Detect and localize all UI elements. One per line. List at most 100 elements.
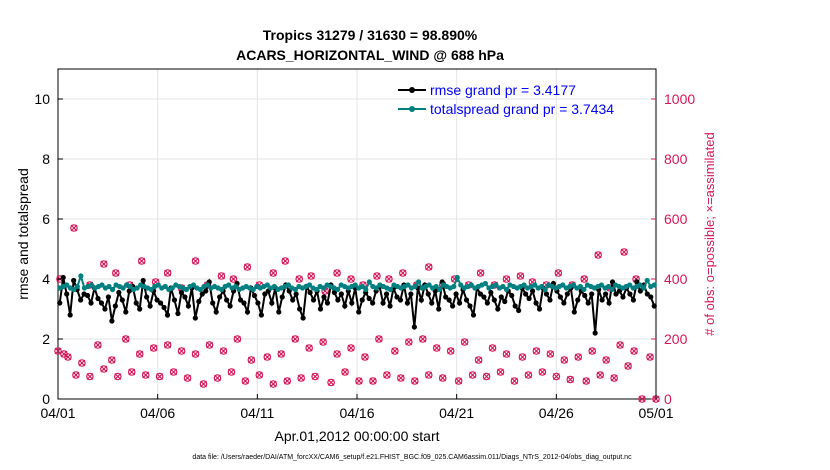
- obs-assimilated-marker: [532, 347, 540, 355]
- spread-point: [493, 282, 499, 288]
- spread-point: [64, 282, 70, 288]
- obs-assimilated-marker: [399, 269, 407, 277]
- obs-assimilated-marker: [200, 380, 207, 388]
- obs-possible-marker: [488, 344, 497, 352]
- obs-assimilated-marker: [347, 275, 355, 283]
- rmse-point: [116, 289, 122, 296]
- obs-possible-marker: [219, 347, 228, 355]
- rmse-point: [297, 306, 303, 312]
- rmse-point: [599, 297, 605, 303]
- obs-point: [347, 275, 355, 283]
- spread-point: [190, 282, 197, 288]
- rmse-point: [467, 303, 473, 309]
- obs-possible-marker: [552, 372, 561, 381]
- obs-point: [269, 380, 278, 388]
- obs-assimilated-marker: [297, 374, 305, 382]
- obs-point: [281, 257, 290, 265]
- obs-assimilated-marker: [60, 350, 68, 358]
- obs-point: [243, 263, 252, 271]
- obs-assimilated-marker: [218, 272, 225, 280]
- spread-point: [482, 280, 488, 287]
- obs-point: [546, 350, 555, 358]
- obs-possible-marker: [566, 375, 575, 384]
- x-tick-label: 04/21: [439, 405, 474, 421]
- obs-possible-marker: [163, 341, 172, 349]
- obs-possible-marker: [127, 368, 136, 376]
- obs-point: [233, 335, 242, 343]
- rmse-point: [213, 309, 219, 315]
- obs-assimilated-marker: [503, 350, 510, 358]
- rmse-point: [105, 294, 112, 300]
- rmse-point: [98, 300, 105, 306]
- obs-point: [361, 353, 369, 361]
- rmse-point: [175, 310, 181, 317]
- obs-assimilated-marker: [277, 350, 285, 358]
- obs-assimilated-marker: [295, 275, 303, 283]
- obs-possible-marker: [391, 347, 399, 355]
- rmse-point: [321, 294, 327, 300]
- spread-point: [503, 286, 510, 293]
- obs-point: [446, 347, 455, 355]
- x-tick-label: 04/01: [40, 405, 75, 421]
- obs-point: [114, 372, 122, 381]
- obs-assimilated-marker: [233, 335, 241, 343]
- obs-assimilated-marker: [461, 338, 469, 346]
- obs-point: [397, 374, 405, 382]
- legend-label-spread: totalspread grand pr = 3.7434: [430, 101, 614, 117]
- obs-possible-marker: [624, 362, 632, 370]
- rmse-point: [244, 309, 251, 315]
- rmse-point: [502, 298, 508, 305]
- obs-assimilated-marker: [206, 341, 213, 349]
- obs-point: [121, 335, 130, 343]
- obs-point: [418, 335, 427, 343]
- obs-point: [112, 269, 120, 277]
- obs-possible-marker: [149, 344, 158, 352]
- obs-point: [295, 275, 303, 283]
- spread-point: [570, 282, 576, 288]
- obs-point: [213, 374, 222, 382]
- obs-possible-marker: [424, 263, 433, 271]
- obs-assimilated-marker: [405, 338, 413, 346]
- rmse-point: [137, 306, 143, 312]
- spread-point: [359, 283, 365, 290]
- obs-assimilated-marker: [241, 377, 249, 385]
- obs-possible-marker: [281, 257, 290, 265]
- obs-point: [373, 272, 381, 280]
- obs-point: [482, 372, 491, 381]
- obs-possible-marker: [199, 380, 208, 388]
- rmse-point: [446, 297, 452, 303]
- obs-assimilated-marker: [610, 374, 618, 382]
- rmse-point: [95, 295, 101, 302]
- obs-point: [163, 269, 172, 277]
- rmse-point: [484, 300, 490, 306]
- obs-assimilated-marker: [525, 371, 532, 379]
- obs-point: [127, 368, 136, 376]
- obs-possible-marker: [141, 371, 150, 379]
- obs-point: [333, 269, 341, 277]
- obs-assimilated-marker: [128, 368, 136, 376]
- rmse-point: [370, 300, 376, 306]
- rmse-point: [300, 315, 306, 321]
- rmse-point: [203, 288, 209, 294]
- obs-assimilated-marker: [327, 379, 335, 386]
- obs-assimilated-marker: [156, 373, 164, 380]
- spread-point: [581, 286, 587, 293]
- obs-point: [333, 350, 341, 358]
- rmse-point: [495, 306, 501, 312]
- spread-point: [292, 286, 299, 293]
- spread-point: [415, 279, 422, 285]
- rmse-point: [144, 294, 150, 300]
- spread-point: [78, 273, 84, 279]
- obs-assimilated-marker: [620, 248, 628, 256]
- obs-possible-marker: [482, 372, 491, 381]
- obs-point: [283, 377, 292, 385]
- spread-point: [169, 285, 175, 291]
- obs-possible-marker: [460, 338, 469, 346]
- spread-point: [539, 283, 545, 290]
- obs-possible-marker: [438, 374, 447, 382]
- rmse-point: [651, 303, 657, 309]
- y-axis-left: 0 2 4 6 8 10: [34, 91, 63, 407]
- obs-possible-marker: [616, 341, 624, 349]
- obs-possible-marker: [283, 377, 292, 385]
- spread-point: [451, 283, 457, 290]
